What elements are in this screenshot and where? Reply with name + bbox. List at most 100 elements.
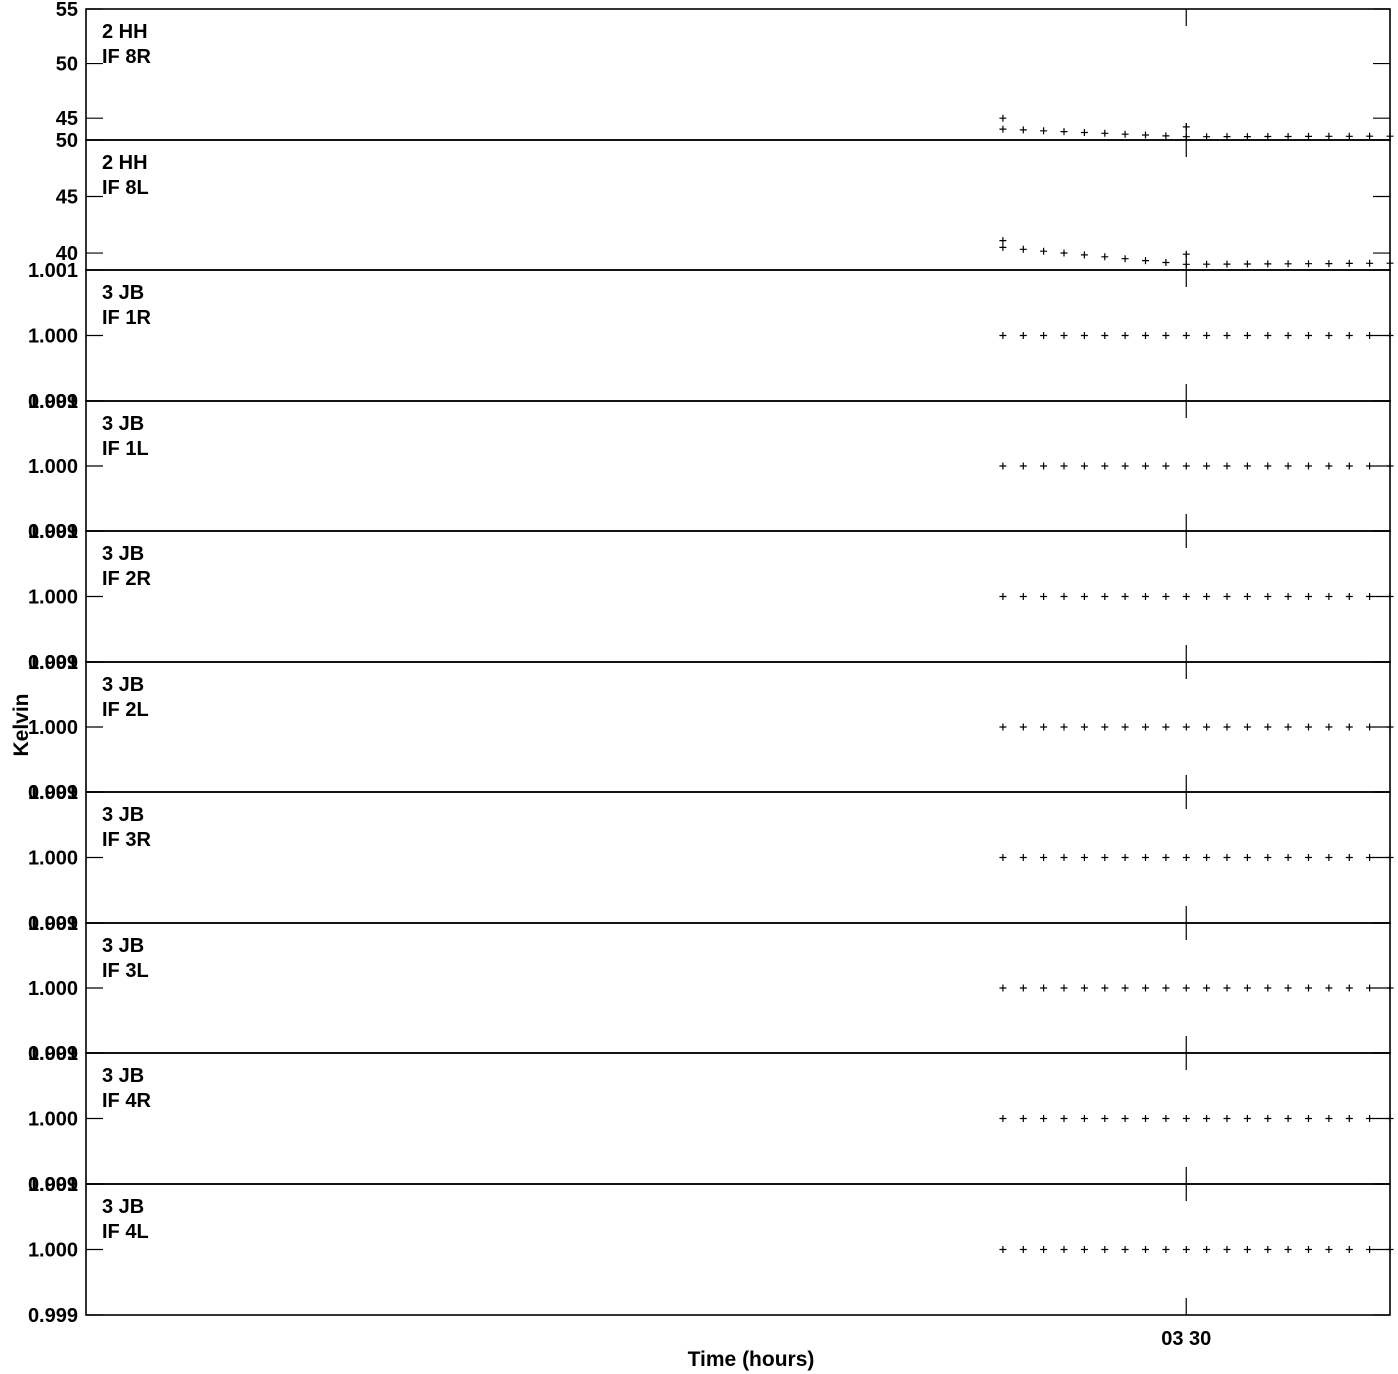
data-point (1243, 984, 1251, 992)
data-point (1162, 593, 1170, 600)
data-point (1366, 132, 1374, 140)
y-tick-label: 0.999 (28, 913, 78, 935)
data-point (1223, 1246, 1231, 1253)
data-point (1080, 129, 1088, 136)
data-point (1121, 723, 1129, 731)
data-point (1264, 593, 1272, 600)
data-point (1203, 1246, 1211, 1253)
data-point (1019, 723, 1027, 731)
panel-if-label: IF 2L (102, 699, 149, 721)
panel-frame (85, 269, 1391, 402)
y-tick-label: 1.001 (28, 1174, 78, 1196)
y-tick-label: 1.000 (28, 848, 78, 870)
data-point (1264, 133, 1272, 140)
data-point (1386, 593, 1394, 600)
data-point (1060, 249, 1068, 257)
data-point (1386, 132, 1394, 140)
y-tick-label: 0.999 (28, 782, 78, 804)
y-tick-label: 1.001 (28, 1043, 78, 1065)
y-tick-label: 55 (56, 0, 78, 21)
data-point (1345, 593, 1353, 600)
data-point (1386, 723, 1394, 731)
data-point (1060, 128, 1068, 136)
data-point (1345, 332, 1353, 339)
panel-frame (85, 8, 1391, 141)
panel-if-label: IF 4R (102, 1090, 151, 1112)
data-point (1142, 593, 1149, 600)
data-point (1366, 593, 1374, 600)
data-point (1243, 332, 1251, 339)
data-point (1284, 723, 1292, 731)
data-point (1080, 332, 1088, 339)
data-point (1203, 462, 1211, 470)
data-point (1243, 723, 1251, 731)
panel-if-label: IF 8L (102, 177, 149, 199)
data-point (1101, 1115, 1109, 1122)
data-point (1142, 1115, 1149, 1122)
data-point (1040, 247, 1048, 255)
data-point (1060, 593, 1068, 600)
data-point (1264, 1246, 1272, 1253)
y-axis-title: Kelvin (10, 693, 33, 756)
data-point (1243, 1246, 1251, 1253)
data-point (999, 462, 1007, 470)
data-point (1060, 1115, 1068, 1122)
data-point (1121, 593, 1129, 600)
data-point (1101, 593, 1109, 600)
data-point (1142, 1246, 1149, 1253)
data-point (1182, 462, 1190, 470)
data-point (1080, 1115, 1088, 1122)
data-point (1162, 854, 1170, 861)
data-point (1345, 854, 1353, 861)
data-point (1101, 253, 1109, 261)
data-point (1366, 723, 1374, 731)
data-point (1080, 854, 1088, 861)
data-point (1223, 854, 1231, 861)
data-point (1223, 260, 1231, 268)
data-point (1101, 332, 1109, 339)
data-point (1182, 723, 1190, 731)
data-point (999, 854, 1007, 861)
data-point (1080, 593, 1088, 600)
data-point (1243, 462, 1251, 470)
y-tick-label: 1.000 (28, 717, 78, 739)
data-point (1101, 984, 1109, 992)
data-point (999, 125, 1007, 133)
data-point (1182, 260, 1190, 268)
data-point (1040, 127, 1048, 135)
data-point (1080, 251, 1088, 259)
data-point (1386, 984, 1394, 992)
data-point (1325, 132, 1333, 140)
y-tick-label: 40 (56, 243, 78, 265)
y-tick-label: 1.001 (28, 521, 78, 543)
data-point (1203, 723, 1211, 731)
data-point (1264, 984, 1272, 992)
data-point (1142, 462, 1149, 470)
data-point (1284, 1115, 1292, 1122)
data-point (1345, 132, 1353, 140)
data-point (1386, 259, 1394, 267)
panel-frame (85, 661, 1391, 793)
data-point (1325, 593, 1333, 600)
outlier-point (999, 114, 1007, 122)
panel-frame (85, 922, 1391, 1054)
data-point (1223, 133, 1231, 141)
data-point (1121, 332, 1129, 339)
y-tick-label: 1.000 (28, 456, 78, 478)
panel-if-label: IF 2R (102, 568, 151, 590)
data-point (1101, 854, 1109, 861)
data-point (1101, 723, 1109, 731)
data-point (1366, 259, 1374, 267)
data-point (1264, 462, 1272, 470)
data-point (1305, 593, 1312, 600)
data-point (1019, 332, 1027, 339)
y-tick-label: 45 (56, 187, 78, 209)
data-point (1223, 723, 1231, 731)
outlier-point (999, 237, 1007, 245)
data-point (1182, 1246, 1190, 1253)
panel-frame (85, 791, 1391, 924)
panel-station-label: 3 JB (102, 674, 144, 696)
data-point (1223, 984, 1231, 992)
data-point (1325, 854, 1333, 861)
